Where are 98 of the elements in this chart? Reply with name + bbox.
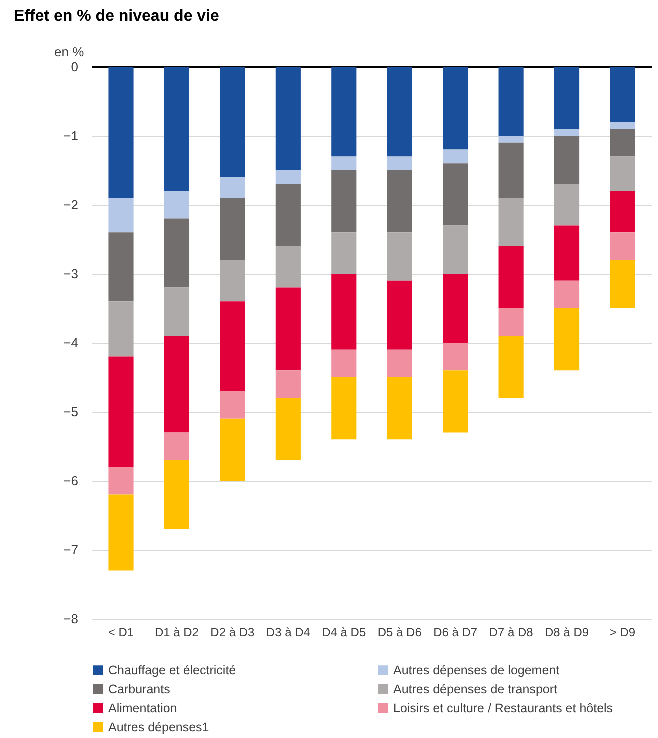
bar xyxy=(443,274,468,343)
y-tick-label: −6 xyxy=(64,474,78,488)
x-tick-label: < D1 xyxy=(108,626,134,640)
bar xyxy=(554,67,580,130)
legend-label: Autres dépenses de logement xyxy=(394,663,560,678)
bar xyxy=(554,184,580,226)
x-tick-label: D3 à D4 xyxy=(266,626,311,640)
bar xyxy=(164,288,190,336)
bar xyxy=(220,391,246,419)
bar xyxy=(220,260,246,302)
legend-label: Alimentation xyxy=(108,701,178,716)
bar xyxy=(164,432,190,460)
bar xyxy=(498,67,524,136)
bar xyxy=(108,302,134,357)
legend-label: Carburants xyxy=(108,682,170,696)
bar xyxy=(387,156,412,170)
bar xyxy=(108,232,134,302)
y-tick-label: −8 xyxy=(64,612,78,626)
bar xyxy=(610,122,636,130)
bar xyxy=(164,218,190,288)
bar xyxy=(276,370,301,398)
bar xyxy=(332,170,357,233)
legend-label: Autres dépenses de transport xyxy=(394,682,558,696)
legend-label: Autres dépenses1 xyxy=(108,720,210,734)
bar xyxy=(220,418,246,481)
bar xyxy=(610,129,636,157)
bar xyxy=(498,136,524,143)
bar xyxy=(443,226,468,274)
bar xyxy=(387,350,412,378)
bar xyxy=(443,67,468,150)
bar xyxy=(554,308,580,371)
bar xyxy=(220,198,246,260)
bar xyxy=(443,150,468,164)
bar xyxy=(498,336,524,398)
bar xyxy=(276,246,301,288)
y-tick-label: −1 xyxy=(64,128,78,144)
bar xyxy=(498,308,524,336)
bar xyxy=(610,232,636,260)
bar xyxy=(108,67,134,198)
bar xyxy=(220,67,246,178)
legend-label: Loisirs et culture / Restaurants et hôtels xyxy=(394,701,614,716)
bar xyxy=(332,378,357,440)
bar xyxy=(443,343,468,371)
x-tick-label: D5 à D6 xyxy=(378,626,422,640)
bar xyxy=(276,184,301,246)
bar xyxy=(220,177,246,198)
bar xyxy=(498,142,524,198)
chart-title: Effet en % de niveau de vie xyxy=(14,8,220,25)
bar xyxy=(554,129,580,136)
x-tick-label: D4 à D5 xyxy=(322,626,366,640)
bar xyxy=(108,356,134,468)
y-tick-label: −2 xyxy=(64,198,78,212)
x-tick-label: D8 à D9 xyxy=(545,626,590,640)
bar xyxy=(276,170,301,184)
bar xyxy=(610,156,636,192)
bar xyxy=(332,274,357,350)
bar xyxy=(108,467,134,495)
bar xyxy=(387,280,412,350)
x-tick-label: > D9 xyxy=(610,626,636,640)
y-tick-label: −5 xyxy=(64,404,78,420)
y-tick-label: −7 xyxy=(64,542,78,558)
bar xyxy=(443,164,468,226)
x-tick-label: D6 à D7 xyxy=(434,626,478,640)
bar xyxy=(610,260,636,308)
x-tick-label: D1 à D2 xyxy=(154,626,200,640)
bar xyxy=(332,232,357,274)
bar xyxy=(164,336,190,433)
bar xyxy=(108,198,134,233)
legend-label: Chauffage et électricité xyxy=(108,663,236,678)
bar xyxy=(276,398,301,460)
bar xyxy=(164,191,190,219)
bar xyxy=(164,460,190,530)
x-tick-label: D7 à D8 xyxy=(489,626,534,640)
bar xyxy=(387,378,412,440)
bar xyxy=(498,246,524,308)
bar xyxy=(108,494,134,571)
bar xyxy=(164,67,190,192)
bar xyxy=(220,302,246,392)
bar xyxy=(332,350,357,378)
bar xyxy=(610,191,636,233)
x-tick-label: D2 à D3 xyxy=(210,626,256,640)
bar xyxy=(443,370,468,433)
bar xyxy=(387,232,412,281)
y-tick-label: −4 xyxy=(64,336,78,350)
bar xyxy=(332,67,357,157)
bar xyxy=(554,226,580,281)
bar xyxy=(332,156,357,170)
bar xyxy=(554,280,580,308)
bar xyxy=(498,198,524,246)
bar xyxy=(610,67,636,122)
bar xyxy=(387,67,412,157)
bar xyxy=(276,288,301,371)
y-axis-title: en % xyxy=(54,44,85,60)
bar xyxy=(276,67,301,170)
y-tick-label: 0 xyxy=(71,60,78,74)
bar xyxy=(387,170,412,233)
bar xyxy=(554,136,580,184)
y-tick-label: −3 xyxy=(64,266,78,282)
